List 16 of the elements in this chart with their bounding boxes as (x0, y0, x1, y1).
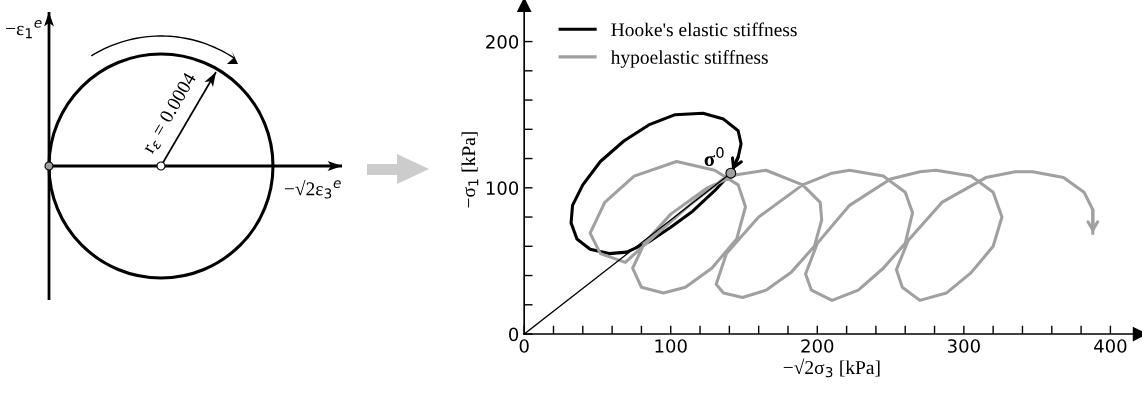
annotation: σ$^{0}$ (704, 147, 724, 167)
x-tick-label: 400 (1094, 339, 1127, 353)
legend-label: Hooke's elastic stiffness (611, 22, 797, 37)
x-tick-label: 0 (519, 339, 529, 353)
y-tick-label: 0 (509, 327, 519, 342)
y-axis-title: −σ$_{1}$ [kPa] (461, 132, 479, 208)
x-tick-label: 100 (655, 339, 687, 353)
x-axis-title: −√2σ$_{3}$ [kPa] (783, 358, 880, 378)
y-tick-label: 100 (486, 181, 519, 195)
text: r$_{ε}$ = 0.0004 (141, 71, 200, 156)
legend-label: hypoelastic stiffness (610, 49, 768, 68)
x-tick-label: 200 (801, 339, 834, 353)
text: −√2ε$_{3}$$^{e}$ (284, 179, 341, 199)
y-tick-label: 200 (486, 35, 519, 49)
text: −ε$_{1}$$^{e}$ (6, 19, 42, 39)
x-tick-label: 300 (947, 339, 980, 353)
